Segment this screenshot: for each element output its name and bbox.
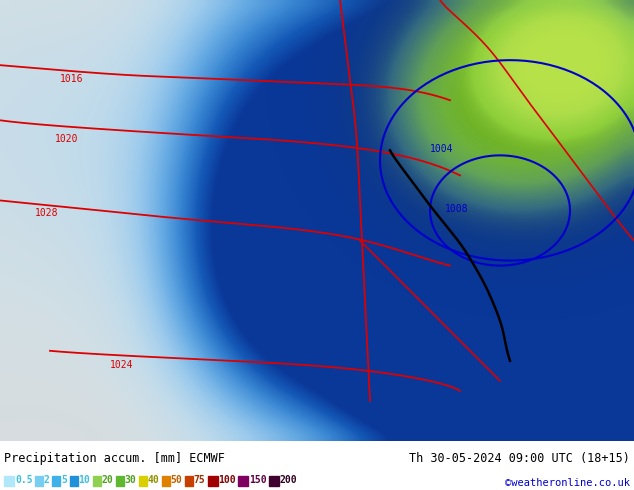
- Text: 150: 150: [249, 475, 267, 485]
- Bar: [93, 476, 101, 486]
- Bar: [207, 476, 217, 486]
- Text: 200: 200: [280, 475, 297, 485]
- Bar: [70, 476, 77, 486]
- Text: 1020: 1020: [55, 134, 79, 145]
- Text: 2: 2: [44, 475, 49, 485]
- Text: 100: 100: [219, 475, 236, 485]
- Text: 1004: 1004: [430, 145, 453, 154]
- Text: 75: 75: [193, 475, 205, 485]
- Bar: [162, 476, 169, 486]
- Text: 1016: 1016: [60, 74, 84, 84]
- Bar: [4, 476, 14, 486]
- Text: 1028: 1028: [35, 208, 58, 219]
- Text: 20: 20: [101, 475, 113, 485]
- Bar: [138, 476, 146, 486]
- Text: 5: 5: [61, 475, 67, 485]
- Bar: [34, 476, 42, 486]
- Text: Precipitation accum. [mm] ECMWF: Precipitation accum. [mm] ECMWF: [4, 452, 225, 465]
- Text: ©weatheronline.co.uk: ©weatheronline.co.uk: [505, 478, 630, 488]
- Text: 40: 40: [148, 475, 159, 485]
- Text: 50: 50: [171, 475, 182, 485]
- Bar: [184, 476, 193, 486]
- Bar: [238, 476, 248, 486]
- Text: 1024: 1024: [110, 360, 134, 370]
- Text: 0.5: 0.5: [15, 475, 32, 485]
- Text: 10: 10: [79, 475, 90, 485]
- Text: 1008: 1008: [445, 204, 469, 215]
- Text: 30: 30: [124, 475, 136, 485]
- Bar: [269, 476, 278, 486]
- Text: Th 30-05-2024 09:00 UTC (18+15): Th 30-05-2024 09:00 UTC (18+15): [409, 452, 630, 465]
- Bar: [115, 476, 124, 486]
- Bar: [52, 476, 60, 486]
